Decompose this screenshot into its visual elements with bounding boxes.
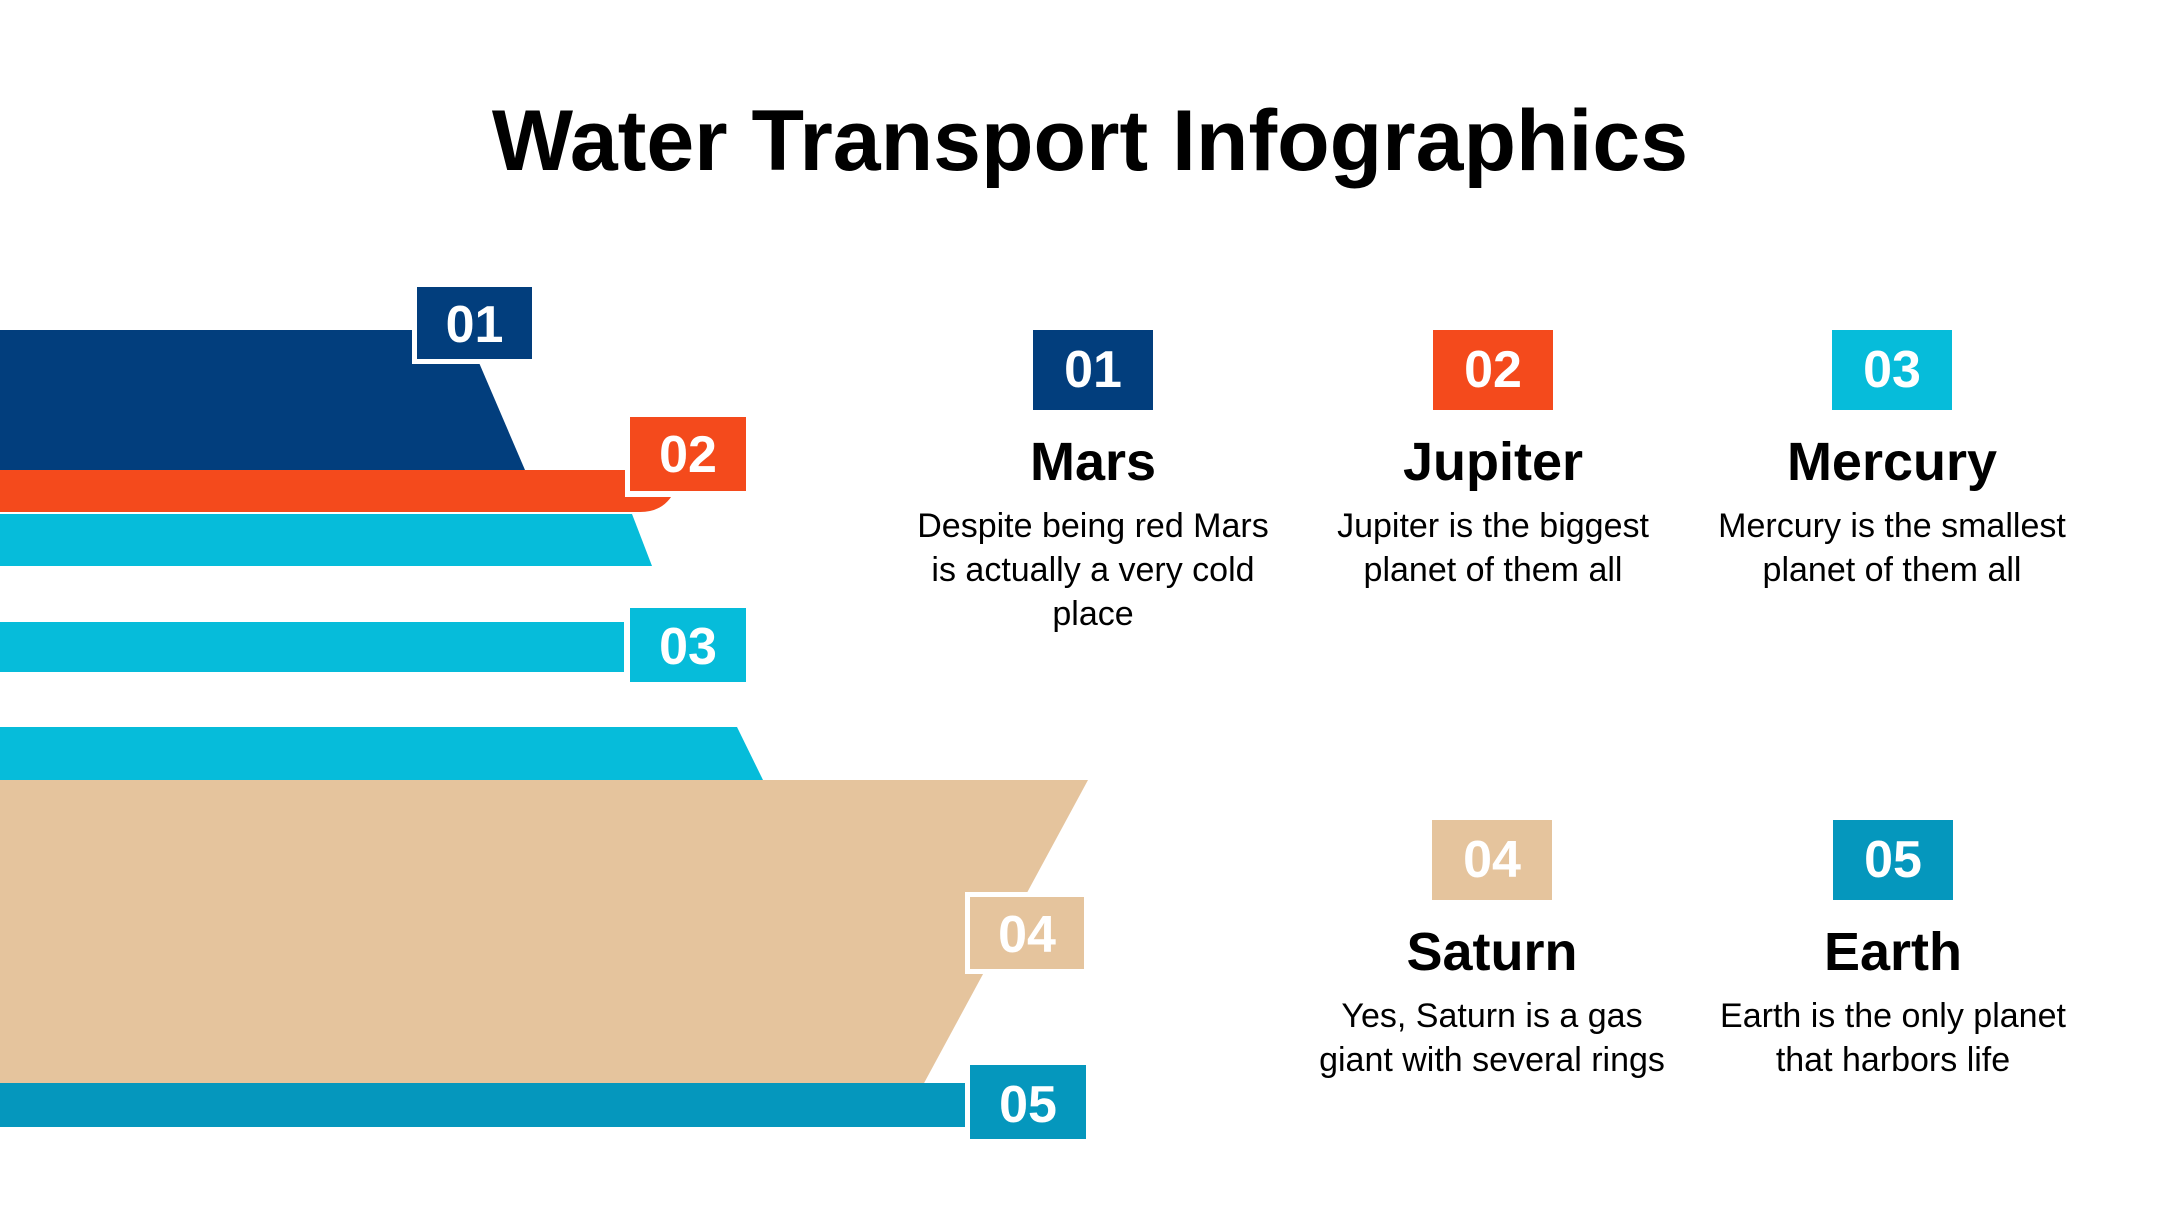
card-number: 04 bbox=[1432, 820, 1552, 900]
ship-stripe-orange bbox=[0, 470, 680, 512]
card-number: 01 bbox=[1033, 330, 1153, 410]
card-description: Earth is the only planet that harbors li… bbox=[1720, 997, 2066, 1079]
ship-label-04: 04 bbox=[965, 892, 1089, 974]
ship-label-02: 02 bbox=[625, 413, 750, 497]
ship-band-cyan-1 bbox=[0, 514, 652, 566]
ship-label-03: 03 bbox=[624, 604, 750, 688]
ship-band-cyan-2 bbox=[0, 622, 630, 672]
svg-text:05: 05 bbox=[999, 1076, 1057, 1134]
card-jupiter: 02 Jupiter Jupiter is the biggest planet… bbox=[1283, 330, 1703, 592]
svg-text:03: 03 bbox=[659, 618, 717, 676]
svg-text:01: 01 bbox=[446, 296, 504, 354]
card-title: Earth bbox=[1823, 922, 1963, 982]
card-saturn: 04 Saturn Yes, Saturn is a gas giant wit… bbox=[1282, 820, 1702, 1082]
card-title: Jupiter bbox=[1402, 432, 1584, 492]
card-description: Yes, Saturn is a gas giant with several … bbox=[1319, 997, 1665, 1079]
ship-hull-tan bbox=[0, 780, 1088, 1085]
card-description: Mercury is the smallest planet of them a… bbox=[1718, 507, 2066, 589]
ship-label-05: 05 bbox=[965, 1062, 1091, 1142]
svg-text:04: 04 bbox=[998, 906, 1056, 964]
card-number: 02 bbox=[1433, 330, 1553, 410]
card-description: Jupiter is the biggest planet of them al… bbox=[1337, 507, 1649, 589]
card-mars: 01 Mars Despite being red Mars is actual… bbox=[883, 330, 1303, 636]
card-description: Despite being red Mars is actually a ver… bbox=[917, 507, 1269, 633]
card-number: 03 bbox=[1832, 330, 1952, 410]
ship-deck-navy bbox=[0, 330, 525, 470]
card-title: Mars bbox=[1029, 432, 1157, 492]
card-title: Saturn bbox=[1406, 922, 1578, 982]
card-title: Mercury bbox=[1786, 432, 1998, 492]
card-earth: 05 Earth Earth is the only planet that h… bbox=[1683, 820, 2103, 1082]
ship-band-cyan-3 bbox=[0, 727, 763, 780]
card-number: 05 bbox=[1833, 820, 1953, 900]
ship-label-01: 01 bbox=[412, 282, 534, 364]
page-title: Water Transport Infographics bbox=[491, 93, 1689, 189]
svg-text:02: 02 bbox=[659, 426, 717, 484]
card-mercury: 03 Mercury Mercury is the smallest plane… bbox=[1682, 330, 2102, 592]
ship-waterline-teal bbox=[0, 1083, 980, 1127]
